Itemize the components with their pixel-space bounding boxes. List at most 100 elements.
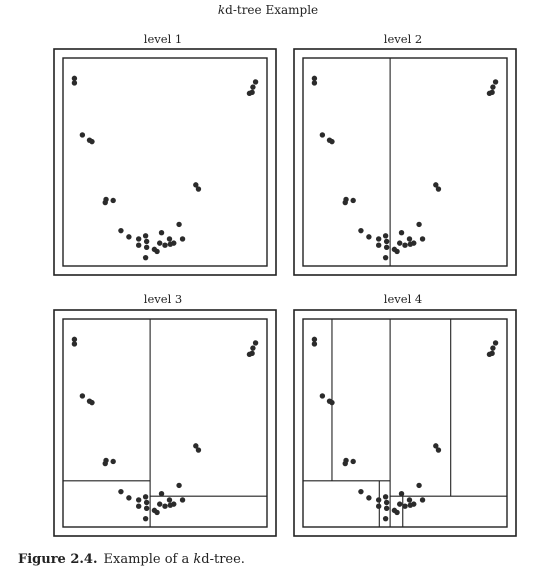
- panel-4-data-point-21: [382, 515, 389, 522]
- panel-4-data-point-12: [350, 458, 356, 465]
- panel-4-data-point-7: [319, 393, 326, 399]
- panel-4-data-point-30: [416, 482, 422, 489]
- panel-4-data-point-13: [433, 443, 439, 449]
- panel-3-data-point-11: [102, 460, 108, 467]
- panel-3-data-point-19: [143, 499, 150, 506]
- panel-3-outer-frame: [53, 309, 277, 537]
- panel-1-data-point-7: [79, 132, 86, 138]
- panel-4-data-point-24: [396, 501, 403, 507]
- panel-3-data-point-7: [79, 393, 86, 399]
- panel-title-level-1: level 1: [143, 32, 183, 46]
- panel-3-data-point-17: [135, 497, 142, 503]
- panel-1-data-point-13: [193, 182, 199, 188]
- panel-3-data-point-6: [249, 350, 255, 357]
- panel-1-data-point-18: [142, 233, 149, 239]
- panel-3-data-point-14: [195, 447, 202, 453]
- panel-1-data-point-31: [179, 236, 186, 242]
- panel-4-data-point-11: [342, 460, 348, 467]
- caption-text-italic: k: [193, 552, 202, 567]
- panel-1-data-point-22: [135, 242, 142, 248]
- panel-3-data-point-27: [166, 497, 173, 503]
- panel-2-data-point-13: [433, 182, 439, 188]
- panel-4-data-point-25: [398, 491, 405, 497]
- panel-3-data-point-15: [118, 488, 124, 495]
- panel-3-data-point-24: [156, 501, 163, 507]
- panel-2-data-point-3: [492, 79, 499, 85]
- panel-1-data-point-20: [143, 244, 150, 250]
- panel-4-data-point-6: [489, 350, 495, 357]
- panel-1-data-point-1: [71, 75, 78, 82]
- panel-1-data-point-14: [195, 186, 202, 192]
- panel-2-data-point-31: [419, 236, 426, 242]
- panel-4-outer-frame: [293, 309, 517, 537]
- panel-4-data-point-17: [375, 497, 382, 503]
- main-title: kd-tree Example: [0, 3, 536, 17]
- figure-label: Figure 2.4.: [18, 552, 98, 567]
- panel-1-data-point-12: [110, 197, 116, 204]
- panel-4-data-point-9: [329, 399, 335, 406]
- panel-1-data-point-16: [126, 234, 132, 240]
- panel-2-data-point-14: [435, 186, 442, 192]
- panel-4-data-point-19: [383, 499, 390, 506]
- panel-3-data-point-16: [126, 495, 132, 501]
- panel-2-data-point-25: [398, 230, 405, 236]
- panel-2-data-point-12: [350, 197, 356, 204]
- panel-2-data-point-29: [411, 240, 417, 246]
- panel-1-data-point-19: [143, 238, 150, 245]
- panel-2-data-point-21: [382, 254, 389, 261]
- panel-2-data-point-6: [489, 89, 495, 96]
- panel-2-data-point-15: [358, 227, 364, 234]
- panel-2-data-point-22: [375, 242, 382, 248]
- panel-2-data-point-7: [319, 132, 326, 138]
- panel-2-data-point-2: [311, 80, 318, 86]
- panel-1-data-point-11: [102, 199, 108, 206]
- panel-2-data-point-11: [342, 199, 348, 206]
- panel-1-data-point-6: [249, 89, 255, 96]
- panel-3-data-point-3: [252, 340, 259, 346]
- panel-3-data-point-2: [71, 341, 78, 347]
- panel-3-data-point-32: [154, 509, 160, 516]
- panel-4-data-point-27: [406, 497, 413, 503]
- panel-1-data-point-25: [158, 230, 165, 236]
- panel-3-data-point-12: [110, 458, 116, 465]
- panel-2-data-point-32: [394, 248, 400, 255]
- panel-3-data-point-18: [142, 494, 149, 500]
- caption-text-before: Example of a: [103, 552, 194, 567]
- panel-1-data-point-17: [135, 236, 142, 242]
- panel-4-data-point-32: [394, 509, 400, 516]
- panel-1-outer-frame: [53, 48, 277, 276]
- panel-1-data-point-4: [250, 84, 256, 90]
- panel-1-data-point-26: [162, 242, 168, 248]
- panel-4-data-point-2: [311, 341, 318, 347]
- panel-4-data-point-15: [358, 488, 364, 495]
- panel-2-data-point-17: [375, 236, 382, 242]
- panel-3-data-point-20: [143, 505, 150, 511]
- panel-2-data-point-1: [311, 75, 318, 82]
- panel-3-data-point-22: [135, 503, 142, 509]
- panel-4-data-point-22: [375, 503, 382, 509]
- caption-text-after: d-tree.: [201, 552, 245, 567]
- panel-3-data-point-26: [162, 503, 168, 509]
- panel-2-data-point-24: [396, 240, 403, 246]
- panel-2-data-point-16: [366, 234, 372, 240]
- panel-1-data-point-15: [118, 227, 124, 234]
- panel-4-data-point-16: [366, 495, 372, 501]
- panel-3-data-point-21: [142, 515, 149, 522]
- panel-2-data-point-27: [406, 236, 413, 242]
- panel-3-data-point-13: [193, 443, 199, 449]
- panel-4-data-point-3: [492, 340, 499, 346]
- panel-3-data-point-29: [171, 501, 177, 507]
- panel-4-data-point-26: [402, 503, 408, 509]
- panel-2-plot-box: [302, 57, 508, 267]
- panel-1-data-point-27: [166, 236, 173, 242]
- panel-1-data-point-3: [252, 79, 259, 85]
- panel-4-data-point-20: [383, 505, 390, 511]
- panel-2-data-point-20: [383, 244, 390, 250]
- panel-2-data-point-19: [383, 238, 390, 245]
- panel-2-data-point-9: [329, 138, 335, 145]
- panel-4-data-point-29: [411, 501, 417, 507]
- panel-1-data-point-2: [71, 80, 78, 86]
- main-title-text: d-tree Example: [225, 3, 319, 17]
- panel-title-level-4: level 4: [383, 292, 423, 306]
- panel-1-data-point-9: [89, 138, 95, 145]
